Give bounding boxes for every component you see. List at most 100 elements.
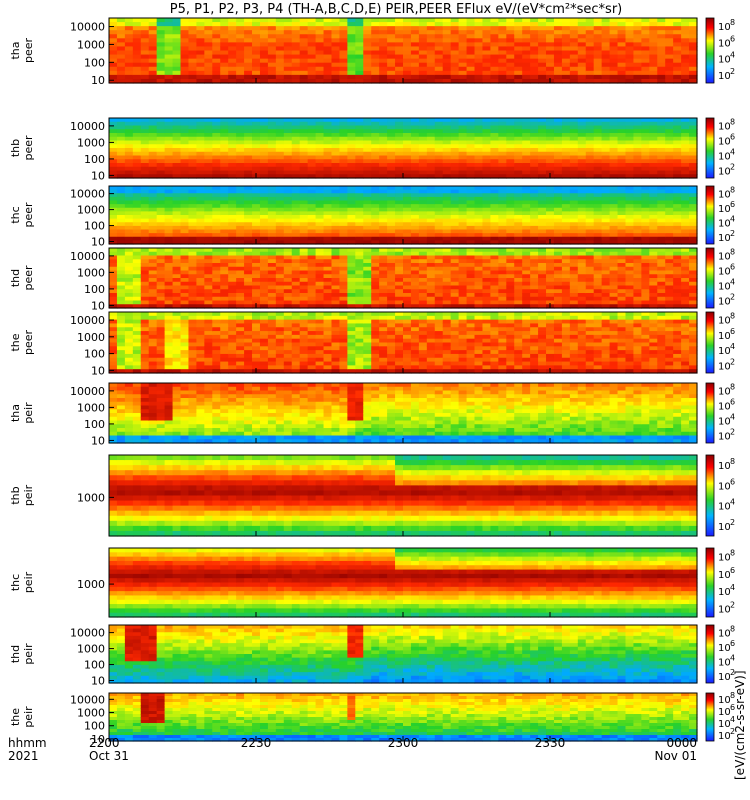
spectrogram-cell — [252, 289, 261, 294]
spectrogram-cell — [188, 193, 198, 198]
spectrogram-cell — [538, 163, 547, 168]
spectrogram-cell — [474, 121, 484, 127]
spectrogram-cell — [641, 304, 650, 309]
spectrogram-cell — [371, 229, 380, 234]
spectrogram-cell — [410, 285, 420, 290]
spectrogram-cell — [434, 274, 444, 279]
spectrogram-cell — [577, 300, 587, 305]
spectrogram-cell — [387, 204, 396, 209]
spectrogram-cell — [291, 285, 301, 290]
spectrogram-cell — [196, 78, 205, 84]
spectrogram-cell — [347, 151, 356, 157]
spectrogram-cell — [109, 225, 118, 231]
spectrogram-cell — [228, 248, 237, 253]
spectrogram-cell — [609, 140, 619, 145]
spectrogram-cell — [109, 78, 118, 84]
spectrogram-cell — [506, 22, 515, 27]
spectrogram-cell — [538, 155, 547, 160]
spectrogram-cell — [474, 58, 484, 64]
spectrogram-cell — [395, 155, 404, 160]
spectrogram-cell — [220, 140, 229, 145]
spectrogram-cell — [657, 293, 666, 298]
spectrogram-cell — [410, 193, 420, 198]
spectrogram-cell — [180, 30, 190, 35]
spectrogram-cell — [641, 196, 650, 202]
spectrogram-cell — [172, 327, 182, 332]
spectrogram-cell — [307, 225, 317, 231]
spectrogram-cell — [395, 207, 404, 212]
spectrogram-cell — [434, 285, 444, 290]
spectrogram-cell — [625, 129, 635, 134]
spectrogram-cell — [212, 22, 221, 27]
spectrogram-cell — [236, 140, 245, 145]
spectrogram-cell — [601, 22, 611, 27]
spectrogram-cell — [410, 218, 420, 223]
spectrogram-cell — [140, 144, 150, 149]
spectrogram-cell — [538, 42, 547, 48]
spectrogram-cell — [387, 166, 396, 172]
spectrogram-cell — [204, 121, 213, 127]
spectrogram-cell — [315, 189, 325, 194]
spectrogram-cell — [649, 22, 658, 27]
spectrogram-cell — [267, 125, 277, 130]
spectrogram-cell — [124, 125, 134, 130]
spectrogram-cell — [267, 22, 277, 27]
colorbar-tick-exponent: 6 — [730, 263, 735, 272]
spectrogram-cell — [347, 270, 356, 275]
spectrogram-cell — [347, 121, 356, 127]
spectrogram-cell — [498, 30, 507, 35]
spectrogram-cell — [450, 289, 460, 294]
spectrogram-cell — [561, 240, 571, 245]
spectrogram-cell — [156, 222, 166, 227]
spectrogram-cell — [474, 26, 484, 31]
spectrogram-cell — [363, 133, 372, 138]
spectrogram-cell — [116, 365, 126, 370]
spectrogram-cell — [371, 133, 380, 138]
spectrogram-cell — [315, 211, 325, 216]
spectrogram-cell — [442, 285, 452, 290]
spectrogram-cell — [482, 74, 492, 80]
spectrogram-cell — [204, 189, 213, 194]
spectrogram-cell — [498, 140, 507, 145]
spectrogram-cell — [601, 66, 611, 72]
spectrogram-cell — [164, 259, 174, 264]
spectrogram-cell — [689, 293, 698, 298]
spectrogram-cell — [450, 266, 460, 272]
spectrogram-cell — [530, 186, 539, 191]
spectrogram-cell — [228, 163, 237, 168]
spectrogram-cell — [180, 34, 190, 39]
spectrogram-cell — [617, 159, 627, 164]
spectrogram-cell — [593, 18, 603, 23]
colorbar-tick-base: 10 — [718, 204, 731, 215]
spectrogram-cell — [132, 74, 142, 80]
spectrogram-cell — [657, 62, 666, 68]
spectrogram-cell — [132, 30, 142, 35]
spectrogram-cell — [530, 236, 539, 241]
spectrogram-cell — [212, 34, 221, 39]
spectrogram-cell — [267, 148, 277, 153]
spectrogram-cell — [307, 121, 317, 127]
spectrogram-cell — [617, 18, 627, 23]
panel-species-label: peer — [22, 135, 35, 161]
spectrogram-cell — [442, 148, 452, 153]
spectrogram-cell — [593, 281, 603, 287]
spectrogram-cell — [275, 222, 285, 227]
spectrogram-cell — [490, 151, 499, 157]
spectrogram-cell — [418, 240, 428, 245]
spectrogram-cell — [458, 193, 468, 198]
spectrogram-cell — [148, 151, 158, 157]
spectrogram-cell — [569, 293, 579, 298]
spectrogram-cell — [395, 136, 404, 142]
spectrogram-cell — [347, 125, 356, 130]
spectrogram-cell — [561, 74, 571, 80]
spectrogram-cell — [331, 207, 341, 212]
spectrogram-cell — [124, 166, 134, 172]
spectrogram-cell — [403, 155, 412, 160]
spectrogram-cell — [482, 289, 492, 294]
spectrogram-cell — [347, 218, 356, 223]
spectrogram-cell — [116, 211, 126, 216]
spectrogram-cell — [379, 151, 388, 157]
spectrogram-cell — [283, 133, 293, 138]
spectrogram-cell — [641, 218, 650, 223]
spectrogram-cell — [673, 125, 682, 130]
